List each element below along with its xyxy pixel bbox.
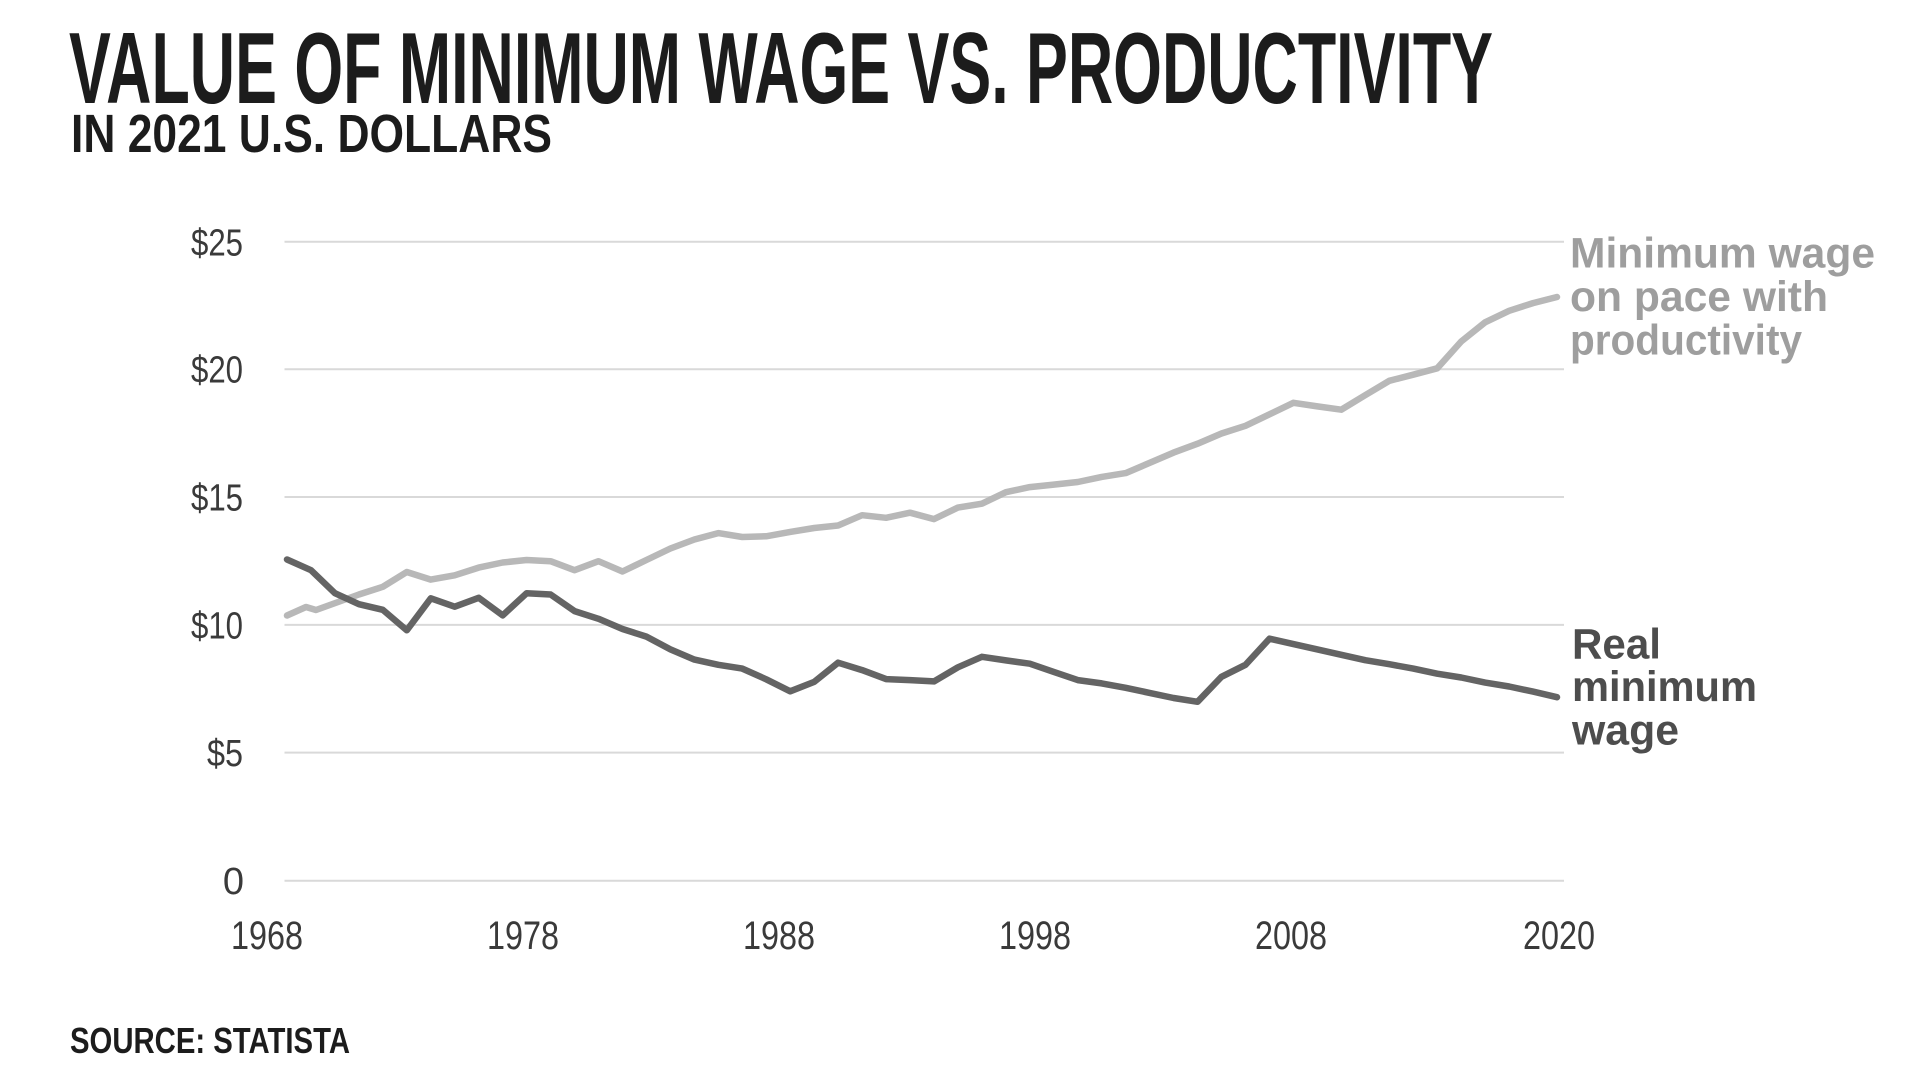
svg-text:$10: $10: [191, 605, 243, 647]
svg-text:$5: $5: [207, 733, 243, 775]
svg-text:1968: 1968: [231, 914, 303, 958]
svg-text:IN 2021 U.S. DOLLARS: IN 2021 U.S. DOLLARS: [71, 104, 552, 164]
svg-text:wage: wage: [1571, 707, 1679, 755]
svg-text:SOURCE: STATISTA: SOURCE: STATISTA: [70, 1020, 350, 1061]
svg-text:2020: 2020: [1523, 914, 1595, 958]
svg-text:VALUE OF MINIMUM WAGE VS. PROD: VALUE OF MINIMUM WAGE VS. PRODUCTIVITY: [69, 13, 1493, 125]
svg-text:$25: $25: [191, 222, 243, 264]
svg-text:Minimum wage: Minimum wage: [1570, 230, 1875, 278]
svg-text:$15: $15: [191, 478, 243, 520]
svg-text:1998: 1998: [999, 914, 1071, 958]
svg-text:$20: $20: [191, 350, 243, 392]
svg-text:1988: 1988: [743, 914, 815, 958]
svg-text:productivity: productivity: [1570, 317, 1802, 365]
svg-text:1978: 1978: [487, 914, 559, 958]
svg-text:minimum: minimum: [1572, 663, 1757, 711]
svg-text:0: 0: [223, 861, 244, 903]
svg-text:2008: 2008: [1255, 914, 1327, 958]
svg-text:on pace with: on pace with: [1570, 273, 1828, 321]
svg-text:Real: Real: [1572, 620, 1661, 668]
